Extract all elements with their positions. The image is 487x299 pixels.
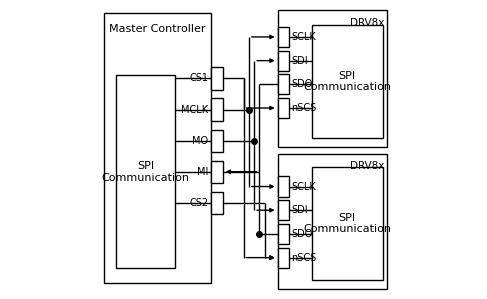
FancyBboxPatch shape	[211, 98, 223, 120]
Text: DRV8x: DRV8x	[350, 18, 384, 28]
FancyBboxPatch shape	[211, 67, 223, 89]
Text: SDI: SDI	[292, 56, 308, 66]
Text: SDI: SDI	[292, 205, 308, 215]
FancyBboxPatch shape	[278, 51, 289, 71]
FancyBboxPatch shape	[312, 25, 383, 138]
Text: MI: MI	[197, 167, 208, 177]
Text: SCLK: SCLK	[292, 32, 316, 42]
FancyBboxPatch shape	[278, 74, 289, 94]
FancyBboxPatch shape	[278, 224, 289, 244]
FancyBboxPatch shape	[278, 200, 289, 220]
Text: SDO: SDO	[292, 229, 313, 239]
Text: Master Controller: Master Controller	[110, 24, 206, 33]
Text: MCLK: MCLK	[182, 105, 208, 115]
FancyBboxPatch shape	[116, 75, 175, 268]
FancyBboxPatch shape	[278, 154, 387, 289]
FancyBboxPatch shape	[211, 161, 223, 183]
FancyBboxPatch shape	[211, 129, 223, 152]
Text: CS2: CS2	[189, 198, 208, 208]
Text: MO: MO	[192, 136, 208, 146]
Text: SPI
Communication: SPI Communication	[303, 213, 391, 234]
Text: SCLK: SCLK	[292, 181, 316, 192]
FancyBboxPatch shape	[312, 167, 383, 280]
FancyBboxPatch shape	[278, 98, 289, 118]
Text: nSCS: nSCS	[292, 253, 317, 263]
Text: SDO: SDO	[292, 79, 313, 89]
FancyBboxPatch shape	[278, 248, 289, 268]
FancyBboxPatch shape	[211, 192, 223, 214]
FancyBboxPatch shape	[278, 27, 289, 47]
FancyBboxPatch shape	[278, 176, 289, 197]
FancyBboxPatch shape	[104, 13, 211, 283]
FancyBboxPatch shape	[278, 10, 387, 147]
Text: SPI
Communication: SPI Communication	[303, 71, 391, 92]
Text: SPI
Communication: SPI Communication	[102, 161, 190, 182]
Text: nSCS: nSCS	[292, 103, 317, 113]
Text: DRV8x: DRV8x	[350, 161, 384, 171]
Text: CS1: CS1	[189, 74, 208, 83]
